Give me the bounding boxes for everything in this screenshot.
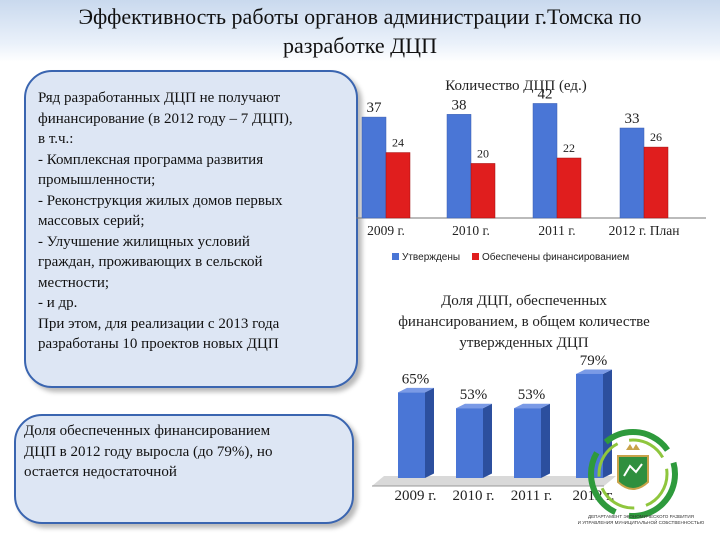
bar-share <box>576 373 603 478</box>
info-line: остается недостаточной <box>24 464 177 480</box>
x-tick-label: 2010 г. <box>452 223 490 238</box>
data-label-share: 53% <box>460 387 488 403</box>
bar-share-top <box>398 387 434 393</box>
x-tick-label: 2011 г. <box>511 488 552 504</box>
legend-label-financed: Обеспечены финансированием <box>482 251 629 263</box>
data-label-financed: 24 <box>392 136 404 150</box>
x-tick-label: 2009 г. <box>367 223 405 238</box>
bar-share <box>456 408 483 478</box>
data-label-approved: 33 <box>625 111 640 127</box>
logo-caption-line-2: И УПРАВЛЕНИЯ МУНИЦИПАЛЬНОЙ СОБСТВЕННОСТЬ… <box>577 520 705 525</box>
bar-share-top <box>456 403 492 409</box>
chart2-title-line: финансированием, в общем количестве <box>398 314 650 330</box>
info-line: Доля обеспеченных финансированием <box>24 423 271 439</box>
page-title-line-2: разработке ДЦП <box>283 33 437 58</box>
info-line: Ряд разработанных ДЦП не получают <box>38 90 281 106</box>
legend-swatch-financed <box>472 253 479 260</box>
bar-share <box>514 408 541 478</box>
bar-financed <box>385 152 411 219</box>
x-tick-label: 2009 г. <box>395 488 437 504</box>
info-line: граждан, проживающих в сельской <box>38 254 263 270</box>
data-label-financed: 20 <box>477 146 489 160</box>
info-line: финансирование (в 2012 году – 7 ДЦП), <box>38 110 293 127</box>
bar-share-top <box>576 369 612 374</box>
data-label-share: 65% <box>402 371 430 387</box>
tomsk-emblem-icon <box>588 429 678 519</box>
bar-financed <box>470 163 496 219</box>
data-label-financed: 26 <box>650 130 662 144</box>
bar-share <box>398 392 425 478</box>
info-line: ДЦП в 2012 году выросла (до 79%), но <box>24 443 273 460</box>
department-logo: ДЕПАРТАМЕНТ ЭКОНОМИЧЕСКОГО РАЗВИТИЯ И УП… <box>560 420 720 540</box>
logo-caption-line-1: ДЕПАРТАМЕНТ ЭКОНОМИЧЕСКОГО РАЗВИТИЯ <box>588 514 694 519</box>
info-line: разработаны 10 проектов новых ДЦП <box>38 336 279 352</box>
info-box-programs: Ряд разработанных ДЦП не получают финанс… <box>24 70 358 388</box>
info-line: массовых серий; <box>38 213 145 229</box>
bar-share-top <box>514 403 550 409</box>
bar-share-side <box>541 403 550 478</box>
data-label-financed: 22 <box>563 141 575 155</box>
data-label-approved: 37 <box>367 100 383 116</box>
data-label-share: 53% <box>518 387 546 403</box>
legend-swatch-approved <box>392 253 399 260</box>
data-label-share: 79% <box>580 353 608 369</box>
data-label-approved: 42 <box>538 86 553 102</box>
page-title: Эффективность работы органов администрац… <box>20 2 700 60</box>
info-line: - Реконструкция жилых домов первых <box>38 192 283 209</box>
info-box-share: Доля обеспеченных финансированием ДЦП в … <box>14 414 354 524</box>
chart1-title: Количество ДЦП (ед.) <box>445 78 587 94</box>
x-tick-label: 2012 г. План <box>609 223 680 238</box>
bar-share-side <box>425 387 434 478</box>
title-bar <box>0 0 720 62</box>
info-line: При этом, для реализации с 2013 года <box>38 315 280 332</box>
legend-label-approved: Утверждены <box>402 252 460 263</box>
chart2-floor <box>372 476 616 486</box>
chart2-title-line: Доля ДЦП, обеспеченных <box>441 293 607 309</box>
info-line: - Улучшение жилищных условий <box>38 233 250 250</box>
bar-financed <box>643 146 669 219</box>
x-tick-label: 2010 г. <box>453 488 495 504</box>
info-line: - Комплексная программа развития <box>38 151 264 168</box>
x-tick-label: 2011 г. <box>538 223 575 238</box>
bar-share-side <box>483 403 492 478</box>
bar-approved <box>532 103 558 219</box>
page-title-line-1: Эффективность работы органов администрац… <box>78 4 642 29</box>
info-line: в т.ч.: <box>38 131 74 147</box>
info-line: промышленности; <box>38 172 156 188</box>
info-line: - и др. <box>38 295 78 311</box>
bar-financed <box>556 157 582 219</box>
chart2-title-line: утвержденных ДЦП <box>459 335 588 351</box>
info-line: местности; <box>38 274 110 291</box>
data-label-approved: 38 <box>452 97 467 113</box>
bar-approved <box>619 127 645 219</box>
